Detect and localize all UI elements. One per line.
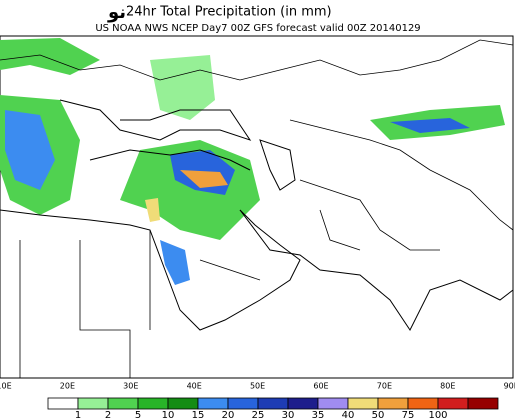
precip-area bbox=[150, 55, 215, 120]
longitude-label: 20E bbox=[60, 382, 75, 391]
legend-swatch bbox=[107, 397, 139, 410]
legend-label: 2 bbox=[105, 410, 111, 420]
logo: نو bbox=[107, 2, 126, 23]
legend-swatch bbox=[77, 397, 109, 410]
legend-label: 40 bbox=[342, 410, 355, 420]
precip-area bbox=[390, 118, 470, 133]
coastline bbox=[59, 99, 252, 141]
precip-area bbox=[145, 198, 160, 222]
legend-label: 15 bbox=[192, 410, 205, 420]
border bbox=[19, 230, 151, 378]
legend-label: 30 bbox=[282, 410, 295, 420]
legend-swatch bbox=[47, 397, 79, 410]
legend-swatch bbox=[407, 397, 439, 410]
longitude-label: 30E bbox=[123, 382, 138, 391]
precip-area bbox=[5, 110, 55, 190]
legend-swatch bbox=[227, 397, 259, 410]
longitude-label: 40E bbox=[187, 382, 202, 391]
legend-label: 1 bbox=[75, 410, 81, 420]
legend-swatch bbox=[167, 397, 199, 410]
border bbox=[289, 119, 514, 231]
coastline bbox=[239, 209, 514, 331]
legend-swatch bbox=[437, 397, 469, 410]
longitude-label: 80E bbox=[440, 382, 455, 391]
longitude-label: 70E bbox=[377, 382, 392, 391]
legend-swatch bbox=[257, 397, 289, 410]
longitude-label: 90E bbox=[504, 382, 515, 391]
legend-swatch bbox=[347, 397, 379, 410]
subtitle: US NOAA NWS NCEP Day7 00Z GFS forecast v… bbox=[95, 23, 420, 34]
border bbox=[299, 179, 440, 251]
legend-label: 35 bbox=[312, 410, 325, 420]
map-frame bbox=[0, 35, 514, 379]
coastline bbox=[259, 139, 296, 191]
longitude-labels: 10E 20E 30E 40E 50E 60E 70E 80E 90E bbox=[0, 382, 515, 391]
legend-label: 50 bbox=[372, 410, 385, 420]
legend-label: 10 bbox=[162, 410, 175, 420]
legend-swatch bbox=[137, 397, 169, 410]
coastline bbox=[0, 209, 301, 331]
precip-area bbox=[180, 170, 228, 188]
legend-swatch bbox=[287, 397, 319, 410]
title: 24hr Total Precipitation (in mm) bbox=[126, 5, 332, 20]
map: 10E 20E 30E 40E 50E 60E 70E 80E 90E bbox=[0, 35, 515, 391]
legend-label: 100 bbox=[428, 410, 447, 420]
coastline bbox=[89, 149, 251, 171]
legend: 1 2 5 10 15 20 25 30 35 40 50 75 100 bbox=[47, 397, 499, 420]
border bbox=[199, 209, 361, 281]
legend-swatch bbox=[467, 397, 499, 410]
legend-label: 5 bbox=[135, 410, 141, 420]
legend-label: 75 bbox=[402, 410, 415, 420]
border bbox=[0, 39, 514, 81]
precip-area bbox=[0, 38, 100, 75]
precip-area bbox=[160, 240, 190, 285]
longitude-label: 10E bbox=[0, 382, 12, 391]
longitude-label: 50E bbox=[250, 382, 265, 391]
legend-swatch bbox=[197, 397, 229, 410]
legend-swatch bbox=[377, 397, 409, 410]
legend-label: 25 bbox=[252, 410, 265, 420]
legend-swatch bbox=[317, 397, 349, 410]
longitude-label: 60E bbox=[313, 382, 328, 391]
legend-label: 20 bbox=[222, 410, 235, 420]
